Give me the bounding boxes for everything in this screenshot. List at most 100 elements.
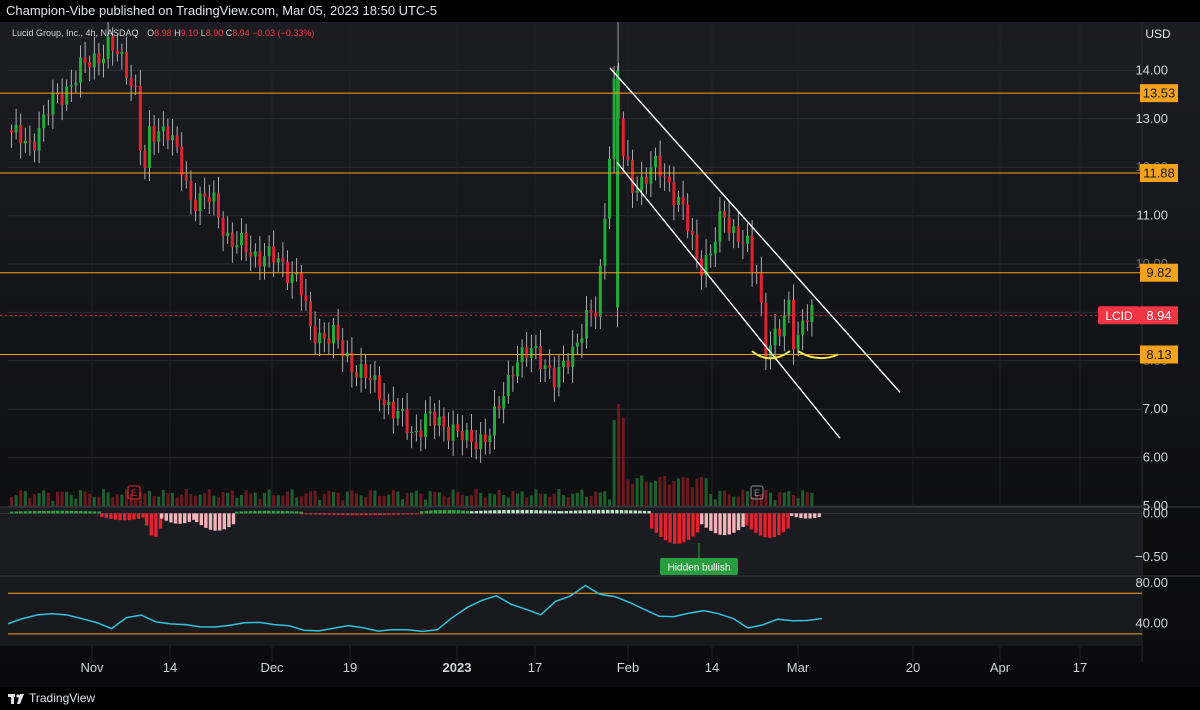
volume-bar [502, 495, 506, 506]
annotation-box [660, 558, 738, 575]
candle-body [166, 126, 170, 141]
volume-bar [755, 494, 759, 506]
momentum-bar [433, 510, 438, 514]
momentum-bar [239, 511, 243, 514]
volume-bar [161, 489, 165, 506]
candle-body [626, 156, 630, 160]
volume-bar [681, 477, 685, 506]
volume-bar [690, 487, 694, 506]
candle-body [736, 226, 740, 243]
momentum-bar [276, 510, 280, 514]
candle-body [276, 258, 280, 263]
momentum-bar [663, 513, 668, 541]
volume-bar [713, 499, 717, 506]
candle-body [226, 232, 230, 237]
momentum-bar [516, 509, 520, 514]
candle-body [741, 242, 745, 244]
momentum-bar [696, 513, 700, 533]
candles [10, 22, 814, 463]
volume-bar [773, 500, 777, 506]
volume-bar [120, 494, 124, 506]
momentum-bar [294, 511, 299, 514]
candle-body [161, 126, 165, 132]
candle-body [414, 430, 418, 433]
momentum-bar [92, 511, 97, 514]
volume-bar [787, 490, 791, 506]
momentum-bar [700, 513, 704, 525]
volume-bar [617, 404, 621, 506]
candle-body [502, 396, 506, 409]
momentum-bar [573, 510, 578, 514]
momentum-bar [506, 509, 511, 514]
candle-body [428, 411, 432, 414]
momentum-bar [204, 513, 208, 528]
momentum-bar [466, 510, 470, 514]
volume-bar [350, 490, 354, 506]
tradingview-logo[interactable]: TradingView [8, 691, 95, 705]
momentum-bar [195, 513, 199, 523]
chart-svg[interactable]: EEUSD5.006.007.0011.0013.0014.0010.0012.… [0, 22, 1200, 687]
candle-body [667, 176, 671, 183]
candle-body [138, 85, 142, 151]
momentum-bar [37, 510, 41, 514]
momentum-bar [615, 509, 619, 514]
volume-bar [341, 500, 345, 506]
candle-body [525, 347, 529, 358]
volume-bar [184, 489, 188, 506]
level-tag [1140, 345, 1178, 364]
volume-bar [631, 483, 634, 506]
momentum-bar [290, 511, 294, 514]
candle-body [207, 196, 211, 202]
candle-body [157, 131, 161, 142]
volume-bar [198, 494, 202, 506]
level-tag [1140, 84, 1178, 103]
volume-bar [83, 491, 87, 506]
volume-bar [497, 489, 501, 506]
momentum-bar [493, 510, 497, 514]
volume-bar [286, 491, 289, 506]
momentum-histogram [0, 509, 1142, 544]
candle-body [10, 130, 13, 133]
momentum-bar [33, 510, 37, 514]
momentum-bar [387, 513, 391, 515]
candle-body [410, 432, 414, 434]
volume-bar [221, 492, 225, 506]
momentum-bar [610, 509, 614, 514]
volume-bar [801, 490, 805, 506]
volume-bar [194, 495, 197, 506]
candle-body [359, 364, 363, 378]
candle-body [470, 429, 473, 443]
momentum-bar [10, 511, 14, 514]
candle-body [805, 320, 809, 323]
momentum-bar [145, 513, 149, 526]
candle-body [787, 299, 791, 316]
volume-bar [276, 495, 280, 506]
momentum-bar [332, 513, 336, 515]
time-tick-label: 20 [906, 660, 920, 675]
momentum-bar [19, 511, 23, 514]
candle-body [189, 180, 193, 200]
candle-body [28, 140, 32, 142]
candle-body [654, 155, 657, 168]
level-tag-label: 9.82 [1146, 265, 1171, 280]
volume-bar [552, 493, 556, 506]
momentum-bar [777, 513, 781, 536]
momentum-bar [424, 510, 428, 514]
candle-body [529, 347, 533, 358]
tradingview-logo-icon [8, 693, 24, 704]
momentum-bar [382, 513, 387, 515]
candle-body [575, 342, 579, 347]
volume-bar [313, 490, 317, 506]
candle-body [571, 346, 575, 368]
candle-body [230, 232, 234, 248]
chart-area[interactable]: EEUSD5.006.007.0011.0013.0014.0010.0012.… [0, 22, 1200, 687]
volume-bar [212, 495, 216, 506]
volume-bar [695, 478, 699, 506]
momentum-bar [218, 513, 222, 531]
candle-body [640, 176, 644, 191]
momentum-bar [420, 511, 424, 514]
momentum-bar [803, 513, 808, 519]
candle-body [810, 304, 814, 323]
volume-bar [447, 497, 450, 506]
momentum-bar [525, 509, 529, 514]
